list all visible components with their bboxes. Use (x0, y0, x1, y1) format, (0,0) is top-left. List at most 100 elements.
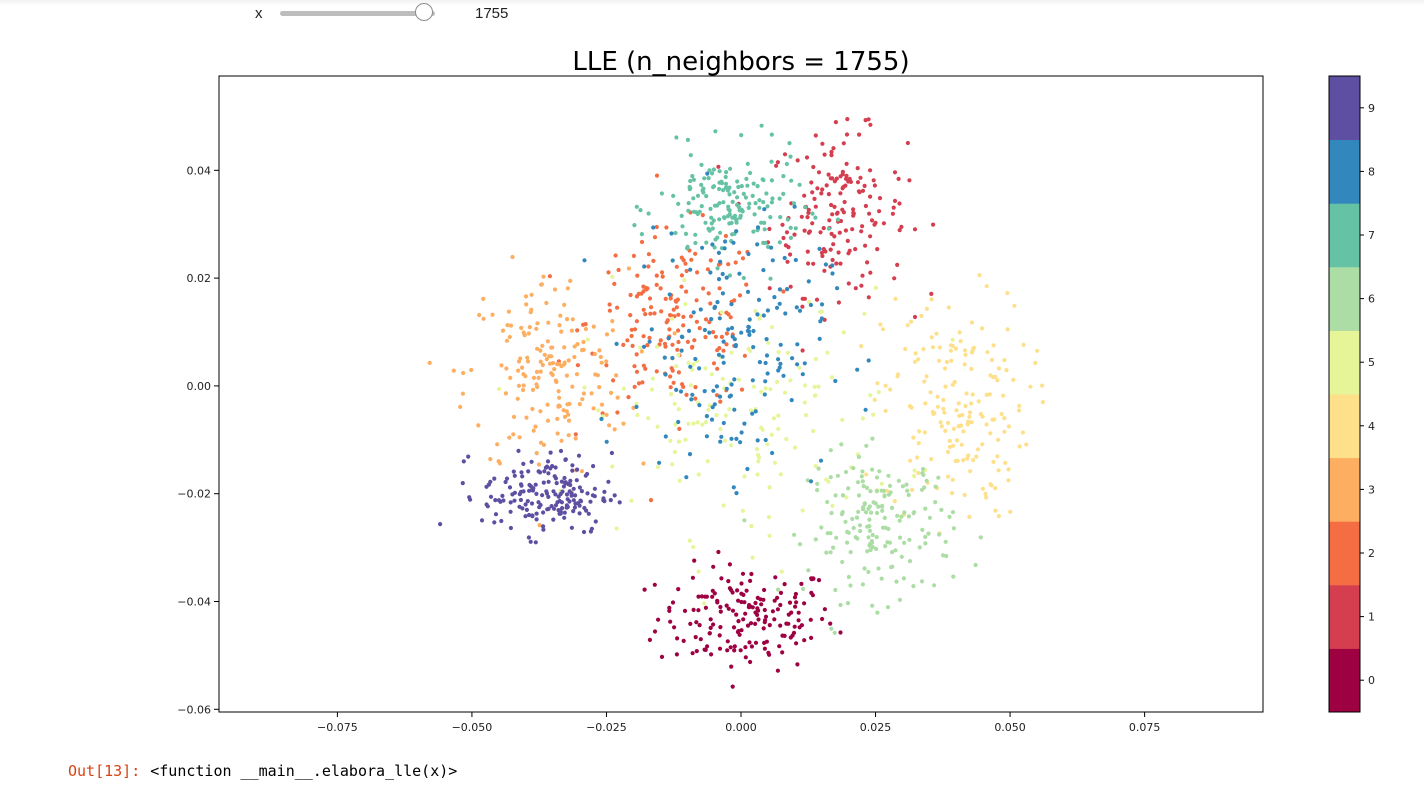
scatter-point-class-4 (987, 392, 992, 397)
scatter-point-class-9 (530, 514, 535, 519)
scatter-point-class-7 (724, 185, 729, 190)
scatter-point-class-5 (610, 464, 615, 469)
scatter-point-class-6 (825, 499, 830, 505)
slider-handle[interactable] (415, 3, 434, 21)
scatter-point-class-4 (1004, 368, 1009, 373)
scatter-point-class-0 (778, 590, 784, 596)
scatter-point-class-7 (757, 198, 762, 203)
scatter-point-class-5 (840, 417, 845, 422)
scatter-point-class-5 (748, 348, 753, 353)
scatter-point-class-9 (518, 497, 524, 503)
scatter-point-class-2 (732, 298, 737, 303)
scatter-point-class-5 (742, 474, 747, 479)
scatter-point-class-5 (740, 508, 746, 513)
scatter-point-class-0 (734, 612, 739, 617)
scatter-point-class-4 (961, 429, 966, 434)
scatter-point-class-6 (846, 574, 852, 580)
scatter-point-class-4 (950, 477, 955, 482)
scatter-point-class-9 (554, 481, 559, 486)
scatter-point-class-0 (764, 639, 770, 644)
scatter-point-class-4 (892, 499, 897, 504)
plot-frame (218, 75, 1264, 713)
scatter-point-class-3 (504, 366, 509, 371)
scatter-point-class-3 (562, 345, 567, 350)
scatter-point-class-9 (546, 506, 551, 511)
scatter-point-class-1 (813, 204, 818, 209)
scatter-point-class-0 (699, 594, 705, 599)
scatter-point-class-3 (506, 309, 511, 314)
scatter-point-class-8 (793, 257, 798, 263)
scatter-point-class-9 (546, 471, 551, 476)
scatter-point-class-2 (744, 282, 749, 287)
scatter-point-class-9 (511, 469, 516, 474)
scatter-point-class-8 (734, 229, 739, 234)
scatter-point-class-0 (694, 649, 699, 654)
scatter-point-class-3 (542, 352, 547, 357)
scatter-point-class-8 (866, 358, 871, 363)
scatter-point-class-7 (734, 218, 739, 223)
scatter-point-class-9 (617, 500, 622, 505)
scatter-point-class-7 (777, 196, 782, 201)
scatter-point-class-4 (932, 411, 937, 416)
scatter-point-class-8 (647, 339, 652, 344)
scatter-point-class-3 (523, 374, 528, 379)
y-tick-label: −0.04 (177, 596, 211, 609)
scatter-point-class-2 (723, 233, 729, 239)
scatter-point-class-6 (828, 448, 833, 453)
scatter-point-class-7 (768, 276, 773, 281)
scatter-point-class-0 (763, 614, 769, 619)
scatter-point-class-4 (947, 438, 952, 443)
scatter-point-class-9 (585, 491, 590, 496)
scatter-point-class-5 (722, 438, 728, 443)
scatter-point-class-5 (687, 538, 692, 543)
scatter-point-class-3 (564, 373, 570, 378)
scatter-point-class-8 (776, 368, 781, 373)
scatter-point-class-4 (956, 401, 961, 406)
scatter-point-class-9 (488, 479, 493, 484)
scatter-point-class-1 (899, 224, 904, 229)
scatter-point-class-4 (996, 366, 1002, 371)
scatter-point-class-6 (860, 479, 865, 484)
scatter-point-class-0 (791, 630, 797, 636)
scatter-point-class-5 (804, 413, 809, 418)
scatter-point-class-4 (859, 344, 864, 349)
scatter-point-class-9 (533, 482, 538, 487)
scatter-point-class-7 (765, 204, 770, 209)
scatter-point-class-1 (832, 204, 837, 209)
scatter-point-class-8 (774, 305, 780, 310)
scatter-point-class-3 (569, 328, 575, 333)
scatter-point-class-6 (879, 576, 884, 581)
scatter-point-class-6 (920, 471, 925, 476)
scatter-point-class-1 (802, 193, 807, 198)
scatter-point-class-2 (742, 353, 748, 358)
scatter-point-class-2 (643, 366, 648, 371)
scatter-point-class-4 (963, 352, 968, 357)
scatter-point-class-2 (654, 369, 659, 374)
scatter-point-class-6 (874, 510, 880, 516)
scatter-point-class-8 (762, 392, 767, 397)
scatter-point-class-4 (908, 458, 913, 463)
scatter-point-class-3 (565, 402, 570, 407)
scatter-point-class-0 (735, 588, 740, 593)
scatter-point-class-6 (906, 514, 912, 519)
scatter-point-class-9 (542, 469, 547, 474)
scatter-point-class-6 (874, 489, 880, 494)
scatter-point-class-9 (569, 493, 574, 498)
scatter-point-class-8 (679, 348, 684, 353)
scatter-point-class-3 (495, 442, 500, 447)
scatter-point-class-6 (855, 480, 861, 485)
scatter-point-class-4 (985, 350, 990, 355)
scatter-point-class-4 (1006, 424, 1012, 429)
scatter-point-class-4 (967, 410, 973, 415)
scatter-point-class-5 (736, 377, 742, 382)
scatter-point-class-0 (786, 621, 791, 626)
scatter-point-class-9 (534, 517, 539, 522)
scatter-point-class-5 (830, 503, 835, 508)
scatter-point-class-6 (857, 523, 863, 528)
scatter-point-class-5 (862, 311, 867, 316)
scatter-point-class-8 (750, 378, 755, 383)
slider-track[interactable] (280, 11, 435, 16)
scatter-point-class-4 (954, 408, 959, 413)
scatter-point-class-0 (820, 616, 825, 622)
scatter-point-class-4 (947, 444, 952, 450)
